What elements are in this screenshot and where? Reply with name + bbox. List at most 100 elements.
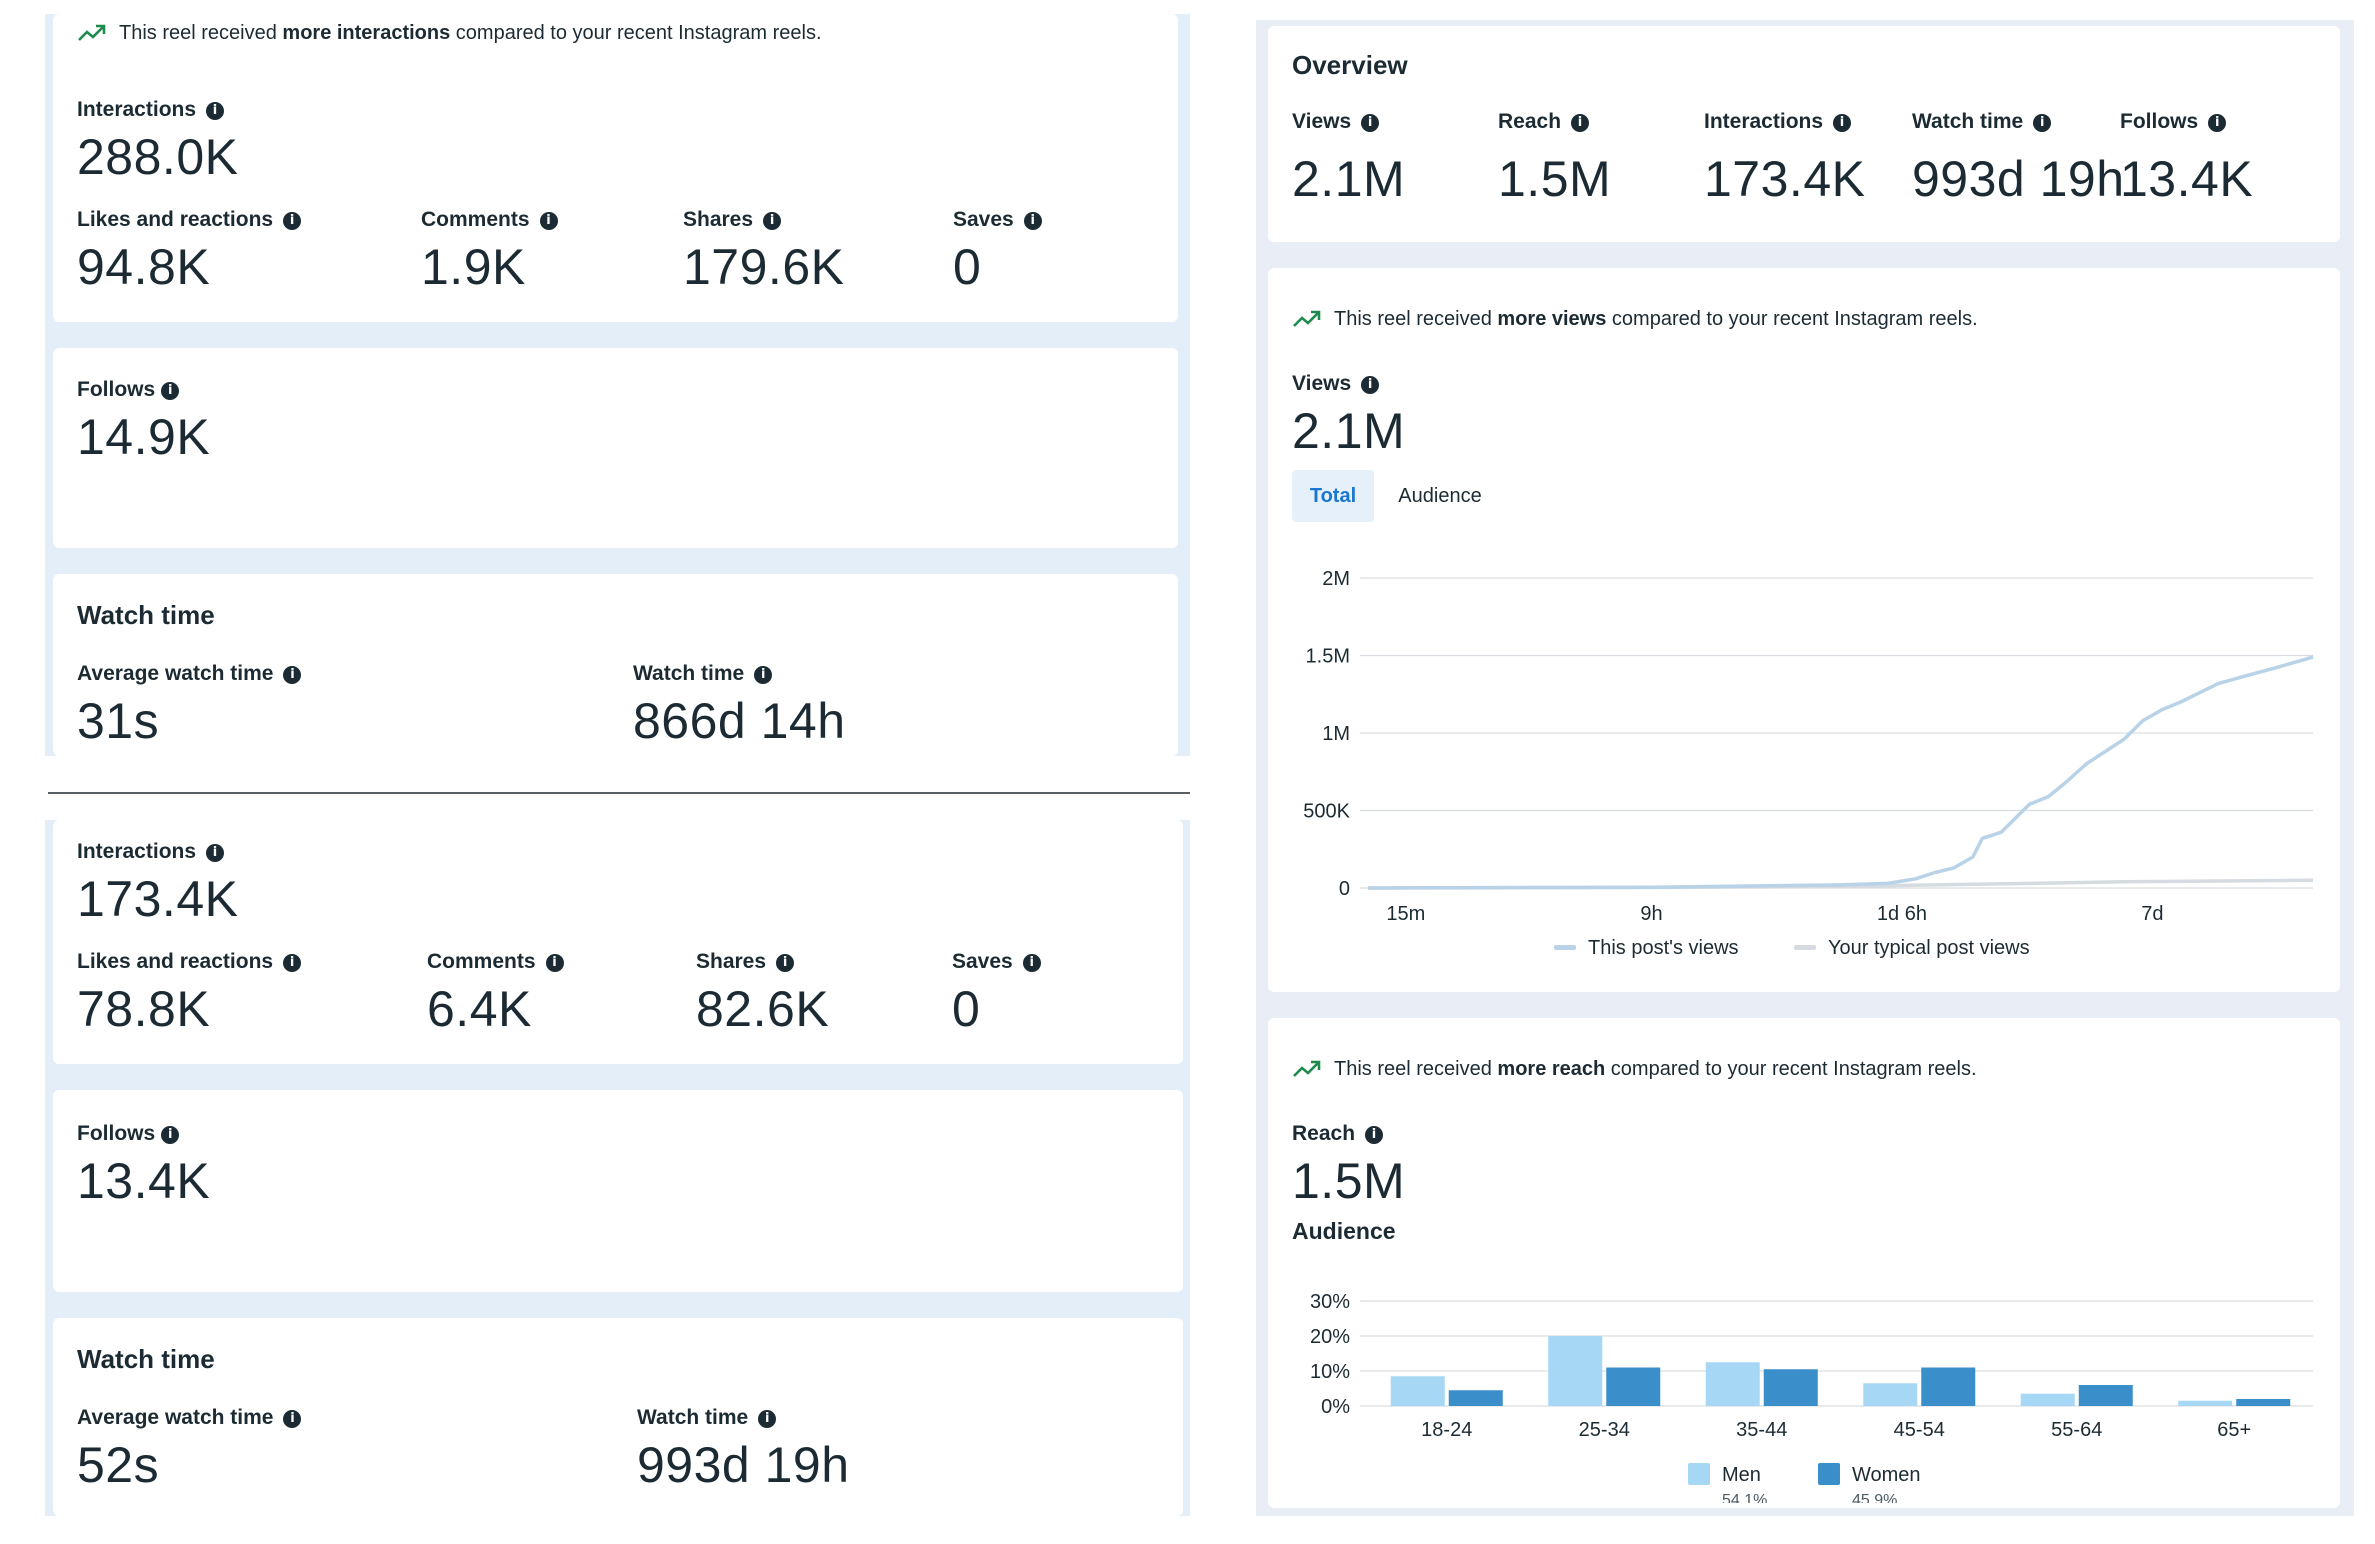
info-icon[interactable]: i <box>1022 954 1041 972</box>
bar-men-45-54 <box>1863 1383 1918 1406</box>
legend-swatch <box>1794 945 1816 950</box>
tab-audience[interactable]: Audience <box>1398 485 1482 507</box>
bar-y-tick-label: 0% <box>1321 1396 1350 1418</box>
total-watch-time-label-2: Watch time i <box>637 1406 777 1430</box>
line-chart-legend: This post's views Your typical post views <box>1554 937 2030 959</box>
bar-chart-grid <box>1360 1300 2313 1407</box>
info-icon[interactable]: i <box>161 1126 180 1144</box>
line-chart-y-ticks: 0 500K 1M 1.5M 2M <box>1303 568 1350 900</box>
watch-time-card-2: Watch time Average watch time i 52s Watch… <box>53 1318 1183 1516</box>
total-watch-time-value: 866d 14h <box>633 693 846 749</box>
info-icon[interactable]: i <box>283 954 302 972</box>
overview-views-label: Views i <box>1292 110 1380 134</box>
legend-share: 54.1% <box>1722 1492 1767 1503</box>
saves-label-2: Saves i <box>952 950 1041 974</box>
bar-x-tick-label: 55-64 <box>2051 1419 2102 1441</box>
bar-chart-y-ticks: 0% 10% 20% 30% <box>1310 1291 1350 1418</box>
trending-up-icon <box>1293 1060 1321 1077</box>
bar-x-tick-label: 35-44 <box>1736 1419 1787 1441</box>
views-line-chart: 0 500K 1M 1.5M 2M 15m 9h 1d 6h 7d This post's v… <box>1303 568 2314 959</box>
bar-men-35-44 <box>1705 1362 1760 1406</box>
bar-y-tick-label: 20% <box>1310 1326 1350 1348</box>
saves-label: Saves i <box>953 208 1042 232</box>
follows-value-2: 13.4K <box>77 1153 211 1209</box>
overview-card: Overview Views i 2.1M Reach i 1.5M Interac… <box>1268 26 2340 242</box>
bar-men-55-64 <box>2020 1393 2075 1406</box>
bar-men-25-34 <box>1548 1336 1603 1406</box>
legend-share: 45.9% <box>1852 1492 1897 1503</box>
tab-total[interactable]: Total <box>1292 470 1374 522</box>
bar-women-25-34 <box>1606 1367 1661 1406</box>
overview-follows-value: 13.4K <box>2120 151 2254 207</box>
legend-label: Women <box>1852 1464 1921 1486</box>
bar-chart-legend: Men 54.1% Women 45.9% <box>1688 1463 1921 1503</box>
info-icon[interactable]: i <box>283 1410 302 1428</box>
info-icon[interactable]: i <box>545 954 564 972</box>
overview-interactions-label: Interactions i <box>1704 110 1852 134</box>
bar-y-tick-label: 10% <box>1310 1361 1350 1383</box>
reach-card: This reel received more reach compared t… <box>1268 1018 2340 1508</box>
overview-interactions-value: 173.4K <box>1704 151 1866 207</box>
info-icon[interactable]: i <box>754 666 773 684</box>
line-y-tick-label: 1.5M <box>1306 646 1350 668</box>
bar-women-35-44 <box>1763 1369 1818 1406</box>
overview-reach-label: Reach i <box>1498 110 1590 134</box>
legend-swatch <box>1818 1463 1840 1485</box>
comments-value-2: 6.4K <box>427 981 532 1037</box>
interactions-value: 288.0K <box>77 129 239 185</box>
likes-value: 94.8K <box>77 239 211 295</box>
line-y-tick-label: 0 <box>1339 878 1350 900</box>
interactions-label: Interactions i <box>77 98 225 122</box>
interactions-value-2: 173.4K <box>77 871 239 927</box>
info-icon[interactable]: i <box>283 212 302 230</box>
views-label: Views i <box>1292 372 1380 396</box>
shares-label: Shares i <box>683 208 782 232</box>
reach-label: Reach i <box>1292 1122 1384 1146</box>
info-icon[interactable]: i <box>206 102 225 120</box>
overview-follows-label: Follows i <box>2120 110 2227 134</box>
bar-chart-bars <box>1390 1336 2291 1406</box>
line-chart-x-ticks: 15m 9h 1d 6h 7d <box>1386 903 2163 925</box>
series-this-post-line <box>1367 655 2314 890</box>
line-chart-grid <box>1360 577 2313 889</box>
info-icon[interactable]: i <box>2033 114 2052 132</box>
interactions-comparison-note: This reel received more interactions com… <box>77 22 822 45</box>
bar-x-tick-label: 65+ <box>2217 1419 2251 1441</box>
avg-watch-time-label: Average watch time i <box>77 662 302 686</box>
bar-x-tick-label: 45-54 <box>1894 1419 1945 1441</box>
bar-men-65+ <box>2178 1400 2233 1406</box>
info-icon[interactable]: i <box>1361 376 1380 394</box>
info-icon[interactable]: i <box>763 212 782 230</box>
likes-value-2: 78.8K <box>77 981 211 1037</box>
info-icon[interactable]: i <box>206 844 225 862</box>
overview-watch-time-label: Watch time i <box>1912 110 2052 134</box>
views-comparison-note: This reel received more views compared t… <box>1292 308 1978 331</box>
legend-swatch <box>1554 945 1576 950</box>
views-card: This reel received more views compared t… <box>1268 268 2340 992</box>
bar-y-tick-label: 30% <box>1310 1291 1350 1313</box>
info-icon[interactable]: i <box>776 954 795 972</box>
bar-women-55-64 <box>2078 1385 2133 1406</box>
info-icon[interactable]: i <box>1365 1126 1384 1144</box>
follows-label-2: Follows i <box>77 1122 180 1146</box>
comments-label: Comments i <box>421 208 558 232</box>
info-icon[interactable]: i <box>2208 114 2227 132</box>
info-icon[interactable]: i <box>161 382 180 400</box>
trending-up-icon <box>1293 310 1321 327</box>
line-y-tick-label: 1M <box>1322 723 1350 745</box>
section-divider <box>48 792 1190 794</box>
info-icon[interactable]: i <box>1833 114 1852 132</box>
info-icon[interactable]: i <box>758 1410 777 1428</box>
info-icon[interactable]: i <box>1361 114 1380 132</box>
info-icon[interactable]: i <box>1571 114 1590 132</box>
info-icon[interactable]: i <box>283 666 302 684</box>
reach-value: 1.5M <box>1292 1153 1406 1209</box>
total-watch-time-label: Watch time i <box>633 662 773 686</box>
avg-watch-time-value-2: 52s <box>77 1437 160 1493</box>
info-icon[interactable]: i <box>1023 212 1042 230</box>
views-value: 2.1M <box>1292 403 1406 459</box>
watch-time-title-2: Watch time <box>77 1344 215 1374</box>
line-x-tick-label: 7d <box>2141 903 2163 925</box>
audience-title: Audience <box>1292 1218 1396 1244</box>
info-icon[interactable]: i <box>539 212 558 230</box>
